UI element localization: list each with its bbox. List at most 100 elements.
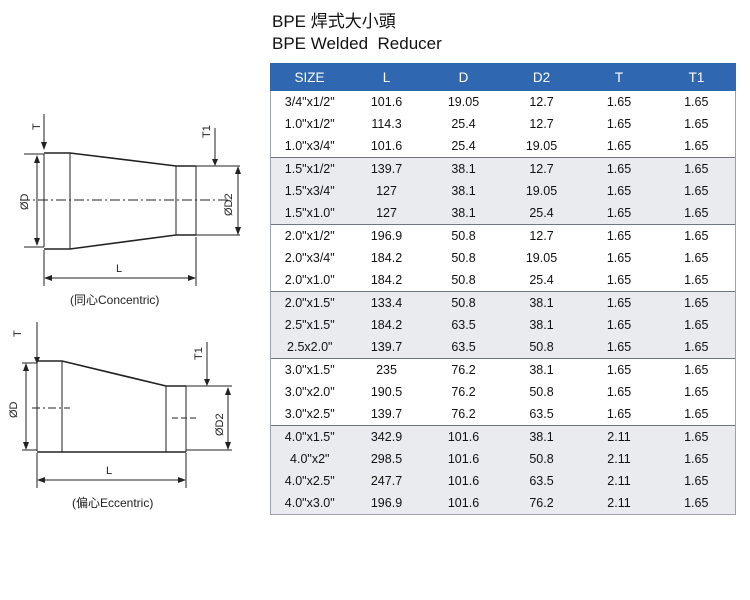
cell-t: 1.65 bbox=[606, 251, 632, 265]
page-title: BPE 焊式大小頭 bbox=[272, 12, 396, 31]
cell-l: 101.6 bbox=[348, 90, 425, 113]
eccentric-l-label: L bbox=[106, 465, 112, 477]
cell-d: 50.8 bbox=[451, 273, 476, 287]
cell-t1: 1.65 bbox=[657, 90, 736, 113]
cell-t: 2.11 bbox=[580, 448, 658, 470]
cell-t: 1.65 bbox=[580, 314, 658, 336]
table-row: 2.5x2.0" 139.7 63.5 50.8 1.65 1.65 bbox=[270, 336, 736, 359]
cell-size: 4.0"x3.0" bbox=[270, 492, 349, 515]
cell-d: 76.2 bbox=[424, 358, 503, 381]
cell-d2: 19.05 bbox=[502, 180, 581, 202]
cell-l: 139.7 bbox=[348, 336, 425, 359]
cell-d2: 50.8 bbox=[502, 336, 581, 359]
cell-t: 1.65 bbox=[606, 407, 632, 421]
cell-t1: 1.65 bbox=[657, 403, 736, 426]
cell-d2: 76.2 bbox=[502, 492, 581, 515]
table-row: 2.0"x1.0" 184.2 50.8 25.4 1.65 1.65 bbox=[270, 269, 736, 292]
cell-t: 1.65 bbox=[580, 358, 658, 381]
cell-t: 1.65 bbox=[580, 224, 658, 247]
cell-t1: 1.65 bbox=[657, 202, 736, 225]
cell-d2: 50.8 bbox=[529, 385, 554, 399]
cell-d2: 38.1 bbox=[502, 358, 581, 381]
cell-t: 1.65 bbox=[606, 139, 632, 153]
eccentric-t-label: T bbox=[12, 330, 24, 337]
spec-table-header-row: SIZE L D D2 T T1 bbox=[270, 63, 736, 91]
cell-d2: 12.7 bbox=[529, 117, 554, 131]
cell-t: 1.65 bbox=[606, 273, 632, 287]
table-row: 4.0"x1.5" 342.9 101.6 38.1 2.11 1.65 bbox=[270, 425, 736, 448]
header-l: L bbox=[348, 63, 425, 91]
cell-d2: 19.05 bbox=[525, 251, 558, 265]
cell-t: 1.65 bbox=[606, 117, 632, 131]
cell-t: 1.65 bbox=[580, 157, 658, 180]
cell-t: 1.65 bbox=[580, 336, 658, 359]
header-d2: D2 bbox=[502, 63, 581, 91]
cell-l: 133.4 bbox=[348, 291, 425, 314]
cell-d: 76.2 bbox=[451, 407, 476, 421]
cell-d: 25.4 bbox=[451, 117, 476, 131]
cell-d: 25.4 bbox=[451, 139, 476, 153]
table-row: 4.0"x2" 298.5 101.6 50.8 2.11 1.65 bbox=[270, 448, 736, 470]
cell-l: 235 bbox=[348, 358, 425, 381]
concentric-d2-label: ØD2 bbox=[223, 193, 235, 216]
cell-l: 196.9 bbox=[348, 224, 425, 247]
cell-d: 50.8 bbox=[424, 224, 503, 247]
cell-d: 101.6 bbox=[424, 492, 503, 515]
cell-size: 2.0"x1.5" bbox=[270, 291, 349, 314]
concentric-l-label: L bbox=[116, 263, 122, 275]
cell-d: 19.05 bbox=[424, 90, 503, 113]
cell-t1: 1.65 bbox=[657, 470, 736, 492]
cell-d: 50.8 bbox=[451, 251, 476, 265]
cell-l: 101.6 bbox=[370, 139, 403, 153]
eccentric-d2-label: ØD2 bbox=[214, 413, 226, 436]
cell-size: 1.5"x3/4" bbox=[270, 180, 349, 202]
cell-size: 3.0"x1.5" bbox=[270, 358, 349, 381]
cell-t: 2.11 bbox=[580, 470, 658, 492]
cell-l: 127 bbox=[348, 202, 425, 225]
cell-t: 2.11 bbox=[580, 425, 658, 448]
cell-size: 4.0"x2" bbox=[270, 448, 349, 470]
cell-t1: 1.65 bbox=[657, 269, 736, 292]
cell-t1: 1.65 bbox=[657, 113, 736, 135]
cell-size: 3.0"x2.0" bbox=[270, 381, 349, 403]
concentric-t1-label: T1 bbox=[201, 125, 213, 138]
cell-t: 1.65 bbox=[580, 180, 658, 202]
cell-t: 1.65 bbox=[580, 90, 658, 113]
cell-t1: 1.65 bbox=[657, 180, 736, 202]
cell-l: 114.3 bbox=[371, 117, 402, 131]
table-row: 1.5"x1.0" 127 38.1 25.4 1.65 1.65 bbox=[270, 202, 736, 225]
header-t: T bbox=[580, 63, 658, 91]
table-row: 1.0"x3/4" 101.6 25.4 19.05 1.65 1.65 bbox=[270, 135, 736, 158]
cell-l: 298.5 bbox=[348, 448, 425, 470]
cell-d: 101.6 bbox=[424, 425, 503, 448]
cell-size: 3/4"x1/2" bbox=[270, 90, 349, 113]
header-d: D bbox=[424, 63, 503, 91]
cell-l: 127 bbox=[348, 180, 425, 202]
cell-t: 1.65 bbox=[606, 385, 632, 399]
cell-d: 101.6 bbox=[424, 448, 503, 470]
table-row: 3.0"x2.0" 190.5 76.2 50.8 1.65 1.65 bbox=[270, 381, 736, 403]
cell-t1: 1.65 bbox=[657, 425, 736, 448]
cell-t1: 1.65 bbox=[657, 224, 736, 247]
cell-d: 50.8 bbox=[424, 291, 503, 314]
concentric-reducer-diagram: T T1 ØD ØD2 L bbox=[19, 114, 241, 286]
table-row: 1.5"x1/2" 139.7 38.1 12.7 1.65 1.65 bbox=[270, 157, 736, 180]
cell-t1: 1.65 bbox=[657, 358, 736, 381]
cell-d: 38.1 bbox=[424, 157, 503, 180]
header-size: SIZE bbox=[270, 63, 349, 91]
cell-d2: 63.5 bbox=[502, 470, 581, 492]
spec-table-body: 3/4"x1/2" 101.6 19.05 12.7 1.65 1.65 1.0"x1/2"… bbox=[270, 90, 736, 515]
cell-d2: 12.7 bbox=[502, 157, 581, 180]
cell-d: 63.5 bbox=[424, 336, 503, 359]
cell-d2: 25.4 bbox=[502, 202, 581, 225]
table-row: 4.0"x3.0" 196.9 101.6 76.2 2.11 1.65 bbox=[270, 492, 736, 515]
cell-t1: 1.65 bbox=[657, 492, 736, 515]
cell-d2: 63.5 bbox=[529, 407, 554, 421]
cell-t1: 1.65 bbox=[657, 314, 736, 336]
table-row: 3/4"x1/2" 101.6 19.05 12.7 1.65 1.65 bbox=[270, 90, 736, 113]
cell-d2: 38.1 bbox=[502, 291, 581, 314]
cell-t: 1.65 bbox=[580, 291, 658, 314]
table-row: 3.0"x1.5" 235 76.2 38.1 1.65 1.65 bbox=[270, 358, 736, 381]
cell-l: 184.2 bbox=[370, 273, 403, 287]
cell-d2: 12.7 bbox=[502, 90, 581, 113]
